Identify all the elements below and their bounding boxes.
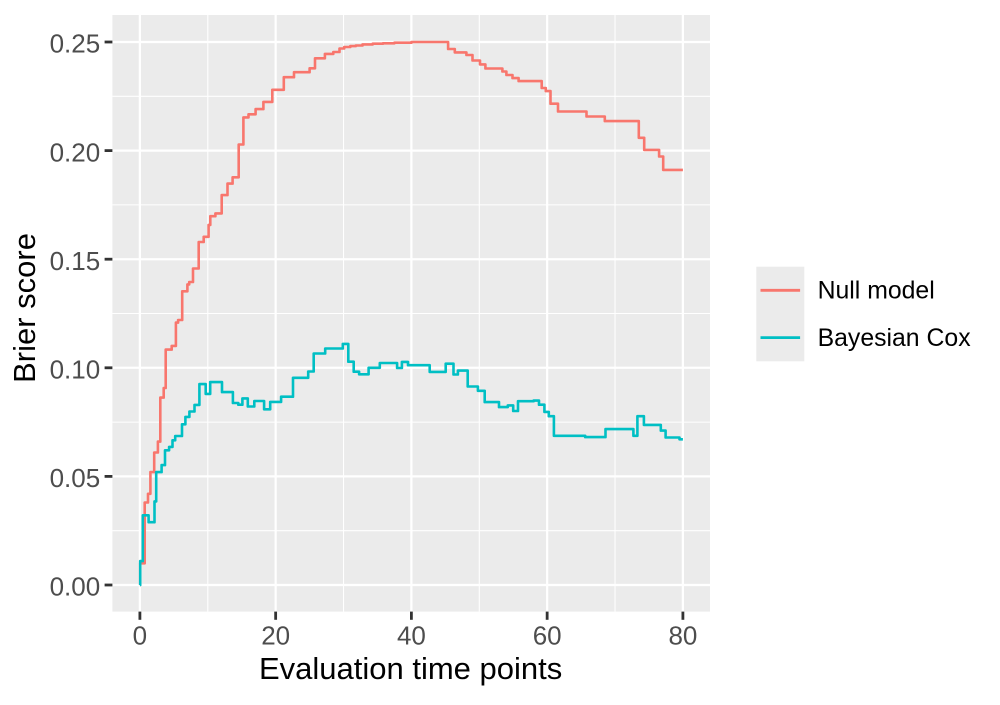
svg-text:60: 60 [533, 621, 562, 651]
svg-text:0.05: 0.05 [50, 463, 101, 493]
svg-text:Null model: Null model [818, 278, 935, 305]
svg-text:0.25: 0.25 [50, 29, 101, 59]
svg-text:20: 20 [261, 621, 290, 651]
svg-text:80: 80 [668, 621, 697, 651]
svg-text:0.20: 0.20 [50, 137, 101, 167]
svg-text:0.10: 0.10 [50, 355, 101, 385]
svg-text:Brier score: Brier score [7, 233, 42, 383]
svg-text:Bayesian Cox: Bayesian Cox [818, 325, 972, 352]
svg-text:0.15: 0.15 [50, 246, 101, 276]
svg-text:40: 40 [397, 621, 426, 651]
svg-text:0: 0 [133, 621, 147, 651]
svg-text:0.00: 0.00 [50, 572, 101, 602]
svg-text:Evaluation time points: Evaluation time points [259, 651, 562, 686]
